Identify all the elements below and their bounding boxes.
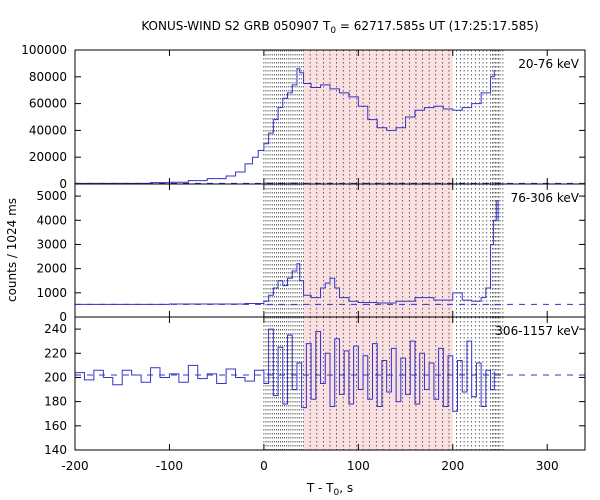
ytick-label-p3-0: 140 <box>44 443 67 457</box>
x-axis-label-subscript: 0 <box>334 488 340 498</box>
xtick-label-5: 300 <box>536 459 559 473</box>
shaded-interval-panel-3 <box>303 317 453 450</box>
ytick-label-p2-2: 2000 <box>36 262 67 276</box>
panel-frames <box>74 49 586 451</box>
energy-label-panel-1: 20-76 keV <box>518 57 580 71</box>
ytick-label-p1-4: 80000 <box>29 70 67 84</box>
ytick-label-p3-3: 200 <box>44 370 67 384</box>
ytick-label-p1-5: 100000 <box>21 43 67 57</box>
ytick-label-p3-1: 160 <box>44 419 67 433</box>
data-series-group <box>75 68 499 412</box>
ytick-label-p1-2: 40000 <box>29 123 67 137</box>
ytick-label-p2-4: 4000 <box>36 213 67 227</box>
shaded-interval-panel-2 <box>303 184 453 317</box>
chart-title-main: KONUS-WIND S2 GRB 050907 T <box>141 19 331 33</box>
ytick-label-p2-5: 5000 <box>36 189 67 203</box>
shaded-region-group <box>303 50 453 450</box>
ytick-label-p1-0: 0 <box>59 177 67 191</box>
ticks-group <box>74 49 585 451</box>
ytick-label-p2-0: 0 <box>59 310 67 324</box>
energy-label-panel-3: 306-1157 keV <box>495 324 579 338</box>
y-axis-label: counts / 1024 ms <box>5 198 19 302</box>
xtick-label-4: 200 <box>441 459 464 473</box>
ytick-label-p2-1: 1000 <box>36 286 67 300</box>
ytick-label-p3-2: 180 <box>44 395 67 409</box>
xtick-label-2: 0 <box>260 459 268 473</box>
energy-label-panel-2: 76-306 keV <box>511 191 580 205</box>
light-curve-panel-3 <box>75 328 495 412</box>
x-axis-label: T - T0, s <box>306 481 353 498</box>
chart-title: KONUS-WIND S2 GRB 050907 T0 = 62717.585s… <box>141 19 538 36</box>
tick-labels-group: 0200004000060000800001000000100020003000… <box>21 43 558 473</box>
shaded-interval-panel-1 <box>303 50 453 184</box>
ytick-label-p2-3: 3000 <box>36 237 67 251</box>
xtick-label-3: 100 <box>347 459 370 473</box>
ytick-label-p1-3: 60000 <box>29 97 67 111</box>
x-axis-label-main: T - T <box>306 481 334 495</box>
ytick-label-p3-5: 240 <box>44 322 67 336</box>
xtick-label-1: -100 <box>156 459 183 473</box>
panel-frame-3 <box>74 316 586 451</box>
chart-title-subscript: 0 <box>330 26 336 36</box>
ytick-label-p3-4: 220 <box>44 346 67 360</box>
ytick-label-p1-1: 20000 <box>29 150 67 164</box>
light-curve-panel-1 <box>75 68 495 184</box>
panel-labels-group: 20-76 keV 76-306 keV 306-1157 keV <box>495 57 579 338</box>
chart-title-rest: = 62717.585s UT (17:25:17.585) <box>336 19 539 33</box>
x-axis-label-suffix: , s <box>339 481 353 495</box>
xtick-label-0: -200 <box>61 459 88 473</box>
light-curve-panel-2 <box>75 200 499 305</box>
